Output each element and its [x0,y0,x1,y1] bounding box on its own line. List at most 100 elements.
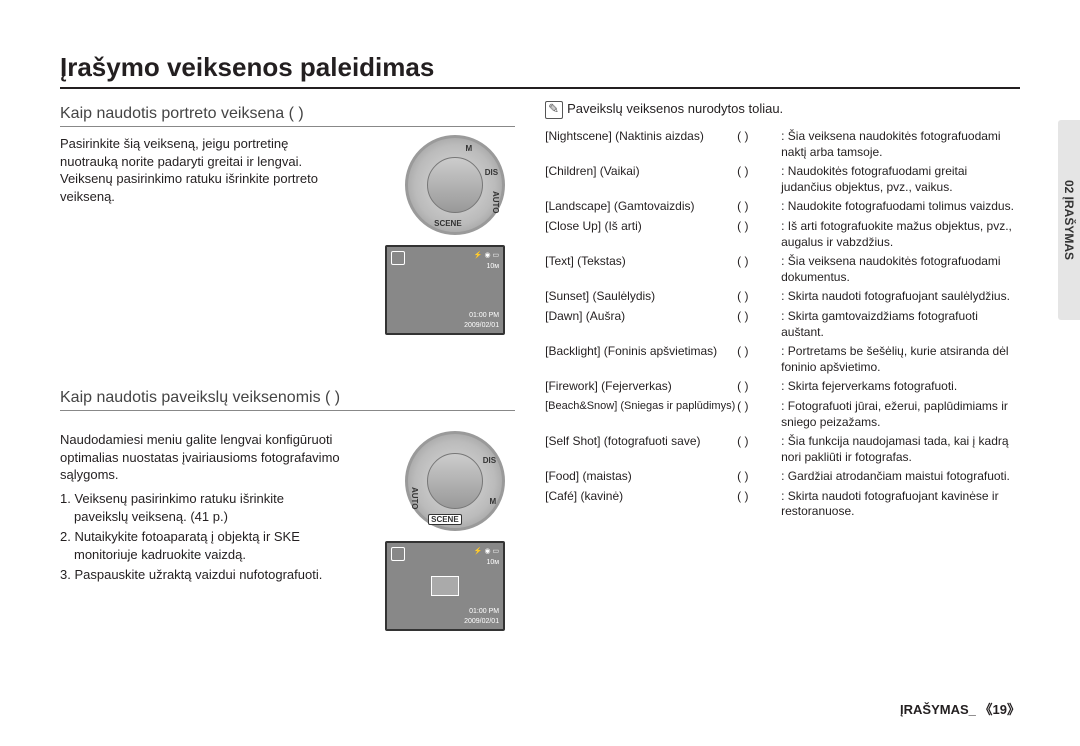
mode-name: [Beach&Snow] (Sniegas ir paplūdimys) [545,399,737,430]
mode-name: [Children] (Vaikai) [545,164,737,195]
mode-row: [Landscape] (Gamtovaizdis)( ): Naudokite… [545,199,1020,215]
mode-desc: : Skirta naudoti fotografuojant saulėlyd… [781,289,1020,305]
mode-desc: : Skirta naudoti fotografuojant kavinėse… [781,489,1020,520]
mode-desc: : Šia funkcija naudojamasi tada, kai į k… [781,434,1020,465]
scene-step-2: 2. Nutaikykite fotoaparatą į objektą ir … [74,528,340,564]
lcd-res2: 10м [487,559,500,566]
lcd-res: 10м [487,263,500,270]
footer-page: 19 [993,702,1007,717]
mode-row: [Food] (maistas)( ): Gardžiai atrodančia… [545,469,1020,485]
lcd-preview-scene: ⚡ ◉ ▭ 10м 01:00 PM 2009/02/01 [385,541,505,631]
mode-name: [Text] (Tekstas) [545,254,737,285]
lcd-time: 01:00 PM [469,312,499,319]
note-icon [545,101,563,119]
mode-paren: ( ) [737,254,781,285]
mode-dial-scene: DIS M SCENE AUTO [405,431,505,531]
side-tab-label: 02 ĮRAŠYMAS [1062,180,1076,260]
info-line: Paveikslų veiksenos nurodytos toliau. [545,101,1020,119]
scene-step-1: 1. Veiksenų pasirinkimo ratuku išrinkite… [74,490,340,526]
lcd-info-icons2: ⚡ ◉ ▭ [474,547,499,555]
dial-label-dis2: DIS [483,456,496,465]
mode-name: [Self Shot] (fotografuoti save) [545,434,737,465]
lcd-date: 2009/02/01 [464,322,499,329]
mode-name: [Café] (kavinė) [545,489,737,520]
mode-desc: : Portretams be šešėlių, kurie atsiranda… [781,344,1020,375]
mode-paren: ( ) [737,199,781,215]
dial-label-m2: M [489,497,496,506]
mode-row: [Text] (Tekstas)( ): Šia veiksena naudok… [545,254,1020,285]
mode-paren: ( ) [737,219,781,250]
mode-paren: ( ) [737,164,781,195]
dial-label-auto2: AUTO [410,487,419,510]
mode-desc: : Šia veiksena naudokitės fotografuodami… [781,254,1020,285]
footer-label: ĮRAŠYMAS_ [900,702,976,717]
dial-label-scene2: SCENE [428,514,462,525]
scene-block: Naudodamiesi meniu galite lengvai konfig… [60,431,515,691]
dial-center-scene [427,453,483,509]
info-text: Paveikslų veiksenos nurodytos toliau. [567,101,783,116]
mode-dial: M DIS AUTO SCENE [405,135,505,235]
mode-row: [Children] (Vaikai)( ): Naudokitės fotog… [545,164,1020,195]
mode-name: [Food] (maistas) [545,469,737,485]
mode-row: [Backlight] (Foninis apšvietimas)( ): Po… [545,344,1020,375]
mode-row: [Close Up] (Iš arti)( ): Iš arti fotogra… [545,219,1020,250]
mode-row: [Beach&Snow] (Sniegas ir paplūdimys)( ):… [545,399,1020,430]
portrait-heading: Kaip naudotis portreto veiksena ( ) [60,105,515,127]
dial-label-dis: DIS [485,168,498,177]
page-title: Įrašymo veiksenos paleidimas [60,52,1020,89]
mode-list: [Nightscene] (Naktinis aizdas)( ): Šia v… [545,129,1020,520]
mode-desc: : Šia veiksena naudokitės fotografuodami… [781,129,1020,160]
mode-name: [Backlight] (Foninis apšvietimas) [545,344,737,375]
mode-row: [Café] (kavinė)( ): Skirta naudoti fotog… [545,489,1020,520]
lcd-preview-portrait: ⚡ ◉ ▭ 10м 01:00 PM 2009/02/01 [385,245,505,335]
dial-label-m: M [465,144,472,153]
mode-desc: : Iš arti fotografuokite mažus objektus,… [781,219,1020,250]
scene-text-wrap: Naudodamiesi meniu galite lengvai konfig… [60,431,340,585]
side-tab: 02 ĮRAŠYMAS [1058,120,1080,320]
mode-paren: ( ) [737,469,781,485]
scene-mode-icon [391,547,405,561]
mode-row: [Self Shot] (fotografuoti save)( ): Šia … [545,434,1020,465]
right-column: Paveikslų veiksenos nurodytos toliau. [N… [545,101,1020,691]
mode-desc: : Skirta gamtovaizdžiams fotografuoti au… [781,309,1020,340]
lcd-time2: 01:00 PM [469,608,499,615]
mode-desc: : Naudokitės fotografuodami greitai juda… [781,164,1020,195]
mode-paren: ( ) [737,309,781,340]
dial-center [427,157,483,213]
mode-paren: ( ) [737,379,781,395]
mode-paren: ( ) [737,289,781,305]
portrait-mode-icon [391,251,405,265]
mode-row: [Sunset] (Saulėlydis)( ): Skirta naudoti… [545,289,1020,305]
page-footer: ĮRAŠYMAS_ 《19》 [900,699,1020,718]
mode-row: [Firework] (Fejerverkas)( ): Skirta feje… [545,379,1020,395]
mode-desc: : Gardžiai atrodančiam maistui fotografu… [781,469,1020,485]
dial-label-scene: SCENE [434,219,462,228]
mode-name: [Landscape] (Gamtovaizdis) [545,199,737,215]
angle-left: 《 [980,703,993,718]
mode-name: [Firework] (Fejerverkas) [545,379,737,395]
mode-desc: : Fotografuoti jūrai, ežerui, paplūdimia… [781,399,1020,430]
angle-right: 》 [1007,703,1020,718]
content-columns: Kaip naudotis portreto veiksena ( ) Pasi… [60,101,1020,691]
scene-heading: Kaip naudotis paveikslų veiksenomis ( ) [60,389,515,411]
mode-paren: ( ) [737,344,781,375]
lcd-info-icons: ⚡ ◉ ▭ [474,251,499,259]
mode-name: [Dawn] (Aušra) [545,309,737,340]
scene-intro: Naudodamiesi meniu galite lengvai konfig… [60,431,340,484]
portrait-block: Pasirinkite šią veikseną, jeigu portreti… [60,135,515,385]
portrait-text: Pasirinkite šią veikseną, jeigu portreti… [60,135,330,205]
mode-name: [Close Up] (Iš arti) [545,219,737,250]
mode-desc: : Skirta fejerverkams fotografuoti. [781,379,1020,395]
mode-name: [Sunset] (Saulėlydis) [545,289,737,305]
mode-paren: ( ) [737,399,781,430]
mode-paren: ( ) [737,434,781,465]
lcd-date2: 2009/02/01 [464,618,499,625]
mode-paren: ( ) [737,129,781,160]
scene-steps: 1. Veiksenų pasirinkimo ratuku išrinkite… [60,490,340,585]
scene-step-3: 3. Paspauskite užraktą vaizdui nufotogra… [74,566,340,584]
mode-paren: ( ) [737,489,781,520]
mode-row: [Nightscene] (Naktinis aizdas)( ): Šia v… [545,129,1020,160]
mode-row: [Dawn] (Aušra)( ): Skirta gamtovaizdžiam… [545,309,1020,340]
lcd-af-frame [431,576,459,596]
mode-desc: : Naudokite fotografuodami tolimus vaizd… [781,199,1020,215]
